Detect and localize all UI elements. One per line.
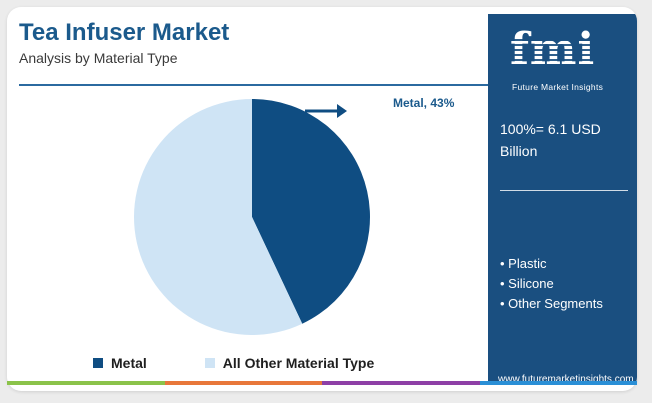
chart-card: Tea Infuser Market Analysis by Material … [7, 7, 637, 391]
pie-chart [133, 98, 370, 335]
segment-item-other: Other Segments [500, 294, 603, 314]
other-segments-list: Plastic Silicone Other Segments [500, 254, 603, 314]
pie-slice-metal [252, 99, 370, 324]
chart-legend: Metal All Other Material Type [93, 355, 432, 371]
chart-title: Tea Infuser Market [19, 19, 230, 46]
logo-caption: Future Market Insights [512, 82, 604, 92]
pie-slice-all-other-material-type [133, 98, 303, 335]
logo-stripes [504, 36, 616, 66]
fmi-logo: fmi Future Market Insights [504, 24, 616, 92]
callout-arrow-icon [305, 104, 347, 118]
website-link[interactable]: www.futuremarketinsights.com [498, 374, 634, 385]
accent-segment-blue [479, 381, 637, 385]
market-total: 100%= 6.1 USD Billion [500, 121, 601, 159]
accent-segment-purple [322, 381, 480, 385]
legend-swatch-other [204, 358, 215, 368]
accent-segment-orange [164, 381, 322, 385]
legend-label-metal: Metal [111, 355, 147, 371]
chart-subtitle: Analysis by Material Type [19, 50, 178, 66]
slice-label-metal: Metal, 43% [393, 96, 455, 110]
accent-segment-green [7, 381, 165, 385]
segment-item-silicone: Silicone [500, 274, 603, 294]
legend-item-other: All Other Material Type [204, 355, 375, 371]
summary-panel: fmi Future Market Insights 100%= 6.1 USD… [488, 14, 637, 385]
legend-swatch-metal [93, 358, 103, 368]
segment-item-plastic: Plastic [500, 254, 603, 274]
legend-item-metal: Metal [93, 355, 147, 371]
header-divider [19, 84, 489, 86]
accent-bar [7, 381, 637, 385]
legend-label-other: All Other Material Type [222, 355, 375, 371]
panel-divider [500, 190, 628, 191]
